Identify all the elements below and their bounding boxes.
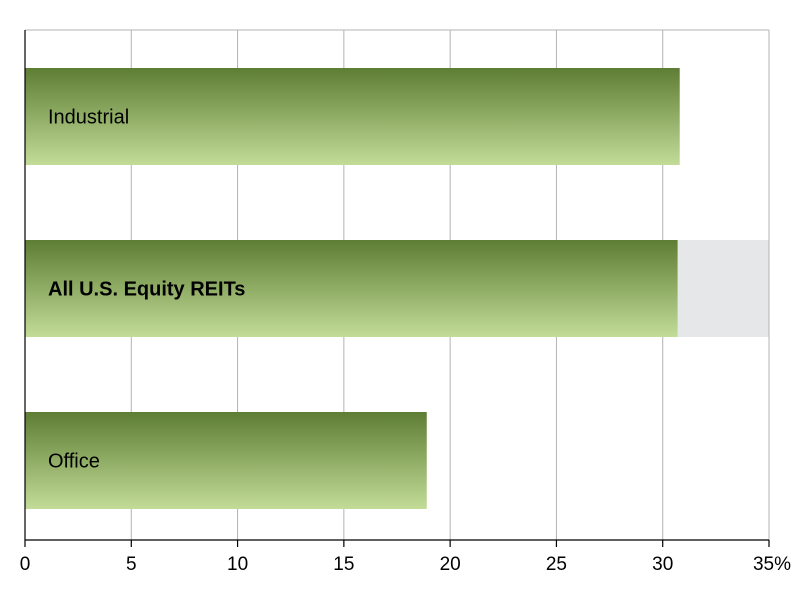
axes [24,30,770,547]
category-labels: Industrial All U.S. Equity REITs Office [48,107,245,473]
x-tick-labels: 0 5 10 15 20 25 30 35% [20,554,791,575]
x-tick-label: 0 [20,554,31,575]
bar [25,240,678,337]
x-tick-label: 10 [227,554,248,575]
x-tick-label: 35% [753,554,791,575]
x-tick-label: 25 [546,554,567,575]
x-tick-label: 5 [126,554,137,575]
x-tick-label: 15 [333,554,354,575]
category-label: Industrial [48,107,129,129]
bar [25,68,680,165]
x-tick-label: 20 [440,554,461,575]
category-label: All U.S. Equity REITs [48,279,245,301]
x-tick-label: 30 [652,554,673,575]
bars [25,68,680,509]
bar [25,412,427,509]
category-label: Office [48,451,100,473]
